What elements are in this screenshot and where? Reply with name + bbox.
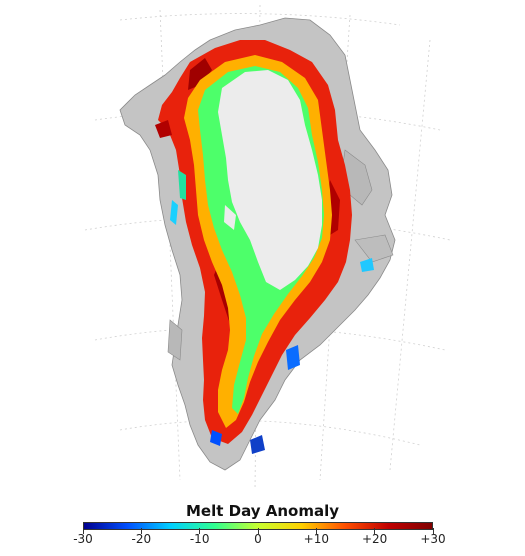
legend-tick-label: +10	[303, 532, 329, 546]
greenland-melt-map	[84, 4, 451, 491]
legend-tick-mark	[82, 528, 84, 534]
legend-ticks	[82, 528, 434, 538]
ice-sheet-interior	[218, 70, 322, 290]
legend-tick-label: 0	[254, 532, 262, 546]
legend-tick-mark	[140, 528, 142, 534]
legend-tick-mark	[432, 528, 434, 534]
legend-tick-label: -20	[131, 532, 152, 546]
legend-tick-mark	[374, 528, 376, 534]
legend-tick-mark	[257, 528, 259, 534]
legend-tick-mark	[315, 528, 317, 534]
legend-tick-label: -30	[73, 532, 93, 546]
legend-title: Melt Day Anomaly	[185, 502, 339, 520]
legend-tick-label: -10	[189, 532, 210, 546]
legend-tick-label: +30	[420, 532, 446, 546]
legend-tick-mark	[199, 528, 201, 534]
ice-sheet-notch	[224, 205, 236, 230]
legend-tick-label: +20	[361, 532, 388, 546]
